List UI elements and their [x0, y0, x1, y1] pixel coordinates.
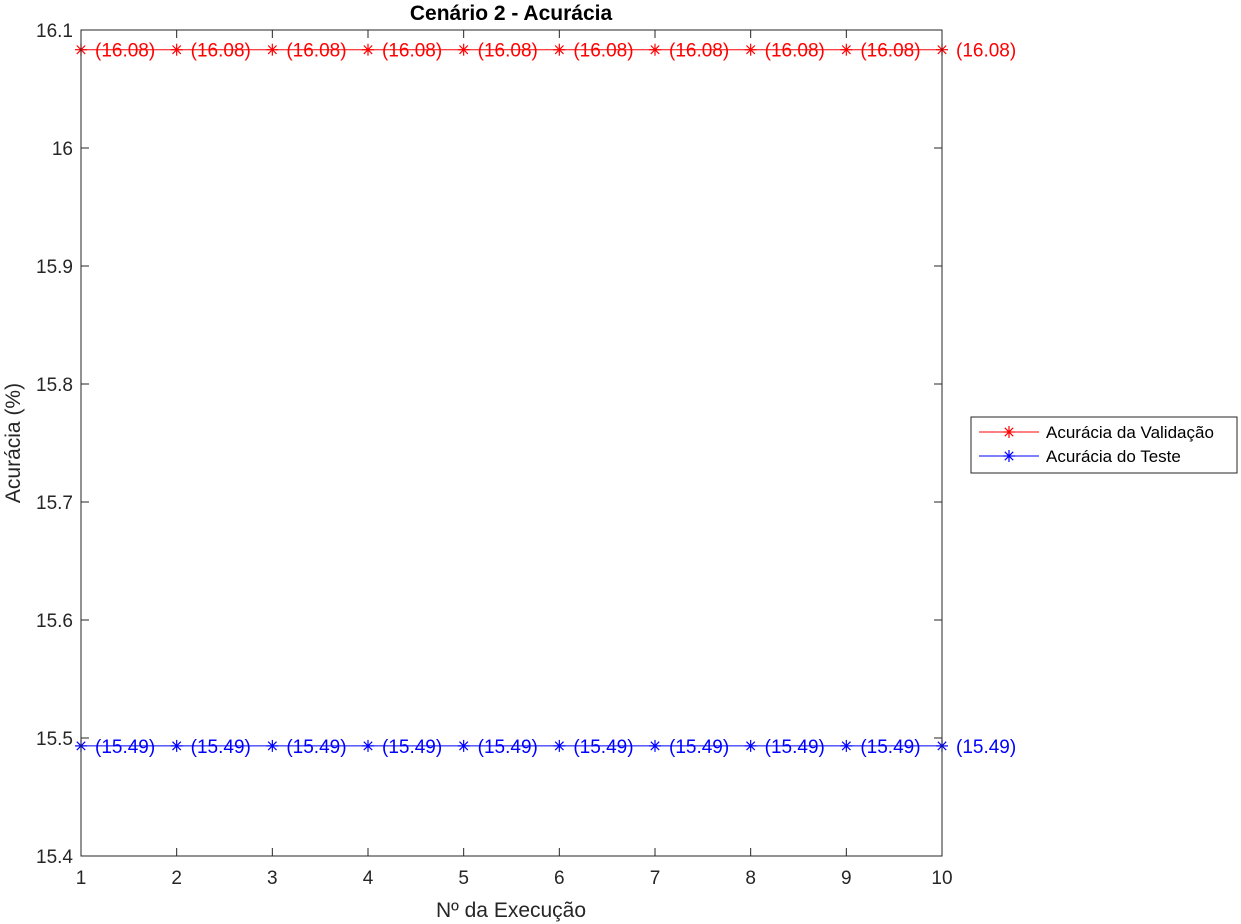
x-tick-label: 2	[171, 868, 182, 889]
data-label: (16.08)	[191, 41, 251, 62]
data-point-marker	[457, 739, 470, 752]
data-point-marker	[744, 43, 757, 56]
legend: Acurácia da Validação Acurácia do Teste	[970, 416, 1238, 474]
data-label: (16.08)	[860, 41, 920, 62]
series-layer: (16.08) (16.08) (16.08) (16.08) (16.08) (16.0…	[75, 41, 1016, 758]
y-tick-label: 15.7	[36, 493, 73, 514]
data-label: (15.49)	[765, 737, 825, 758]
y-tick-label: 16.1	[36, 21, 73, 42]
legend-label-validacao: Acurácia da Validação	[1046, 423, 1214, 442]
data-label: (16.08)	[286, 41, 346, 62]
data-label: (15.49)	[191, 737, 251, 758]
data-point-marker	[266, 739, 279, 752]
data-point-marker	[457, 43, 470, 56]
legend-asterisk	[1003, 426, 1015, 438]
data-point-marker	[744, 739, 757, 752]
y-tick-label: 15.6	[36, 611, 73, 632]
axes-box	[80, 29, 943, 857]
x-tick-label: 9	[841, 868, 852, 889]
x-tick-label: 5	[458, 868, 469, 889]
data-point-marker	[840, 43, 853, 56]
x-tick-label: 10	[931, 868, 952, 889]
data-point-marker	[266, 43, 279, 56]
data-label: (15.49)	[956, 737, 1016, 758]
plot-area	[81, 30, 942, 856]
data-label: (16.08)	[95, 41, 155, 62]
y-tick-label: 16	[52, 139, 73, 160]
data-label: (16.08)	[382, 41, 442, 62]
data-label: (15.49)	[95, 737, 155, 758]
data-label: (15.49)	[860, 737, 920, 758]
data-point-marker	[362, 739, 374, 752]
data-label: (16.08)	[669, 41, 729, 62]
legend-marker-validacao	[1003, 426, 1015, 438]
x-tick-label: 3	[267, 868, 278, 889]
data-label: (15.49)	[478, 737, 538, 758]
y-tick-label: 15.9	[36, 257, 73, 278]
data-label: (16.08)	[478, 41, 538, 62]
data-point-marker	[170, 43, 183, 56]
data-label: (15.49)	[573, 737, 633, 758]
data-label: (16.08)	[573, 41, 633, 62]
data-label: (16.08)	[765, 41, 825, 62]
data-label: (15.49)	[286, 737, 346, 758]
chart-title: Cenário 2 - Acurácia	[410, 2, 613, 25]
data-point-marker	[553, 739, 566, 752]
y-tick-label: 15.4	[36, 847, 73, 868]
x-tick-label: 6	[554, 868, 565, 889]
data-point-marker	[362, 43, 374, 56]
legend-asterisk	[1003, 450, 1015, 462]
legend-marker-teste	[1003, 450, 1015, 462]
data-point-marker	[649, 739, 661, 752]
data-label: (16.08)	[956, 41, 1016, 62]
data-point-marker	[840, 739, 853, 752]
y-axis-title: Acurácia (%)	[2, 383, 25, 503]
data-point-marker	[649, 43, 661, 56]
data-point-marker	[170, 739, 183, 752]
x-tick-label: 4	[363, 868, 374, 889]
data-label: (15.49)	[669, 737, 729, 758]
y-tick-label: 15.5	[36, 729, 73, 750]
legend-box	[970, 416, 1238, 474]
x-tick-label: 7	[650, 868, 661, 889]
legend-label-teste: Acurácia do Teste	[1046, 447, 1181, 466]
data-label: (15.49)	[382, 737, 442, 758]
y-tick-label: 15.8	[36, 375, 73, 396]
x-tick-label: 1	[76, 868, 87, 889]
x-tick-label: 8	[745, 868, 756, 889]
data-point-marker	[553, 43, 566, 56]
x-axis-title: Nº da Execução	[436, 899, 586, 922]
